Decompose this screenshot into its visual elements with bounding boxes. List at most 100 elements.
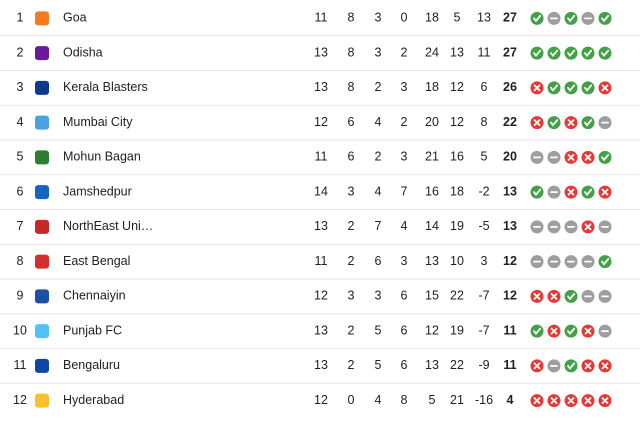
- form-glyph: [533, 119, 541, 127]
- form-glyph: [533, 397, 541, 405]
- stat: 12: [425, 323, 439, 337]
- form-result: [564, 116, 578, 130]
- stat: 3: [401, 150, 408, 164]
- form-result: [547, 255, 561, 269]
- stat: 11: [315, 150, 328, 164]
- form-glyph: [567, 49, 576, 58]
- team-logo: [35, 115, 49, 130]
- points: 13: [503, 219, 517, 233]
- rank: 9: [17, 289, 24, 303]
- rank: 3: [17, 80, 24, 94]
- form-result: [564, 185, 578, 199]
- form-glyph: [567, 292, 576, 301]
- form-result: [581, 359, 595, 373]
- form-glyph: [584, 153, 592, 161]
- team-logo: [35, 11, 49, 26]
- form-glyph: [533, 292, 541, 300]
- stat: -9: [478, 358, 489, 372]
- points: 27: [503, 45, 517, 59]
- stat: 3: [481, 254, 488, 268]
- form-glyph: [584, 223, 592, 231]
- form-result: [581, 81, 595, 95]
- form-result: [581, 324, 595, 338]
- stat: 13: [425, 254, 439, 268]
- team-name: Bengaluru: [63, 358, 120, 372]
- form-glyph: [601, 153, 610, 162]
- form-glyph: [550, 84, 559, 92]
- form-result: [564, 359, 578, 373]
- form-glyph: [533, 327, 542, 336]
- stat: 20: [425, 115, 439, 129]
- form-result: [581, 394, 595, 408]
- form-glyph: [601, 397, 609, 405]
- form-glyph: [601, 14, 610, 23]
- stat: 12: [314, 115, 328, 129]
- form-result: [581, 11, 595, 25]
- rank: 12: [13, 393, 27, 407]
- team-logo: [35, 150, 49, 165]
- stat: 2: [375, 150, 382, 164]
- stat: 5: [375, 323, 382, 337]
- form-result: [598, 81, 612, 95]
- stat: 22: [450, 358, 464, 372]
- rank: 2: [17, 45, 24, 59]
- form-result: [547, 81, 561, 95]
- form-glyph: [584, 362, 592, 370]
- team-name: Odisha: [63, 45, 103, 59]
- stat: 3: [375, 45, 382, 59]
- rank: 7: [17, 219, 24, 233]
- form-glyph: [584, 84, 593, 92]
- form-result: [598, 11, 612, 25]
- form-result: [564, 150, 578, 164]
- form-result: [564, 289, 578, 303]
- points: 22: [503, 115, 517, 129]
- form-result: [547, 116, 561, 130]
- form-glyph: [584, 49, 593, 58]
- form-result: [547, 394, 561, 408]
- team-logo: [35, 393, 49, 408]
- stat: 3: [401, 254, 408, 268]
- form-result: [530, 116, 544, 130]
- stat: 21: [450, 393, 464, 407]
- form-result: [581, 150, 595, 164]
- stat: 5: [481, 150, 488, 164]
- stat: 16: [450, 150, 464, 164]
- stat: 13: [314, 80, 328, 94]
- form-result: [547, 150, 561, 164]
- stat: -7: [478, 289, 489, 303]
- stat: 12: [314, 289, 328, 303]
- stat: 3: [375, 11, 382, 25]
- form-result: [530, 150, 544, 164]
- form-result: [581, 255, 595, 269]
- stat: 13: [425, 358, 439, 372]
- stat: 4: [375, 115, 382, 129]
- team-name: NorthEast Uni…: [63, 219, 153, 233]
- rank: 11: [14, 358, 27, 372]
- stat: 2: [401, 45, 408, 59]
- form-result: [530, 46, 544, 60]
- form-glyph: [567, 14, 576, 23]
- stat: 2: [348, 358, 355, 372]
- stat: 14: [314, 184, 328, 198]
- form-glyph: [601, 84, 609, 92]
- stat: 13: [450, 45, 464, 59]
- stat: 13: [477, 11, 491, 25]
- stat: 2: [401, 115, 408, 129]
- stat: 3: [348, 289, 355, 303]
- points: 12: [503, 289, 517, 303]
- stat: 12: [314, 393, 328, 407]
- form-result: [530, 359, 544, 373]
- form-result: [564, 11, 578, 25]
- stat: 5: [454, 11, 461, 25]
- form-result: [598, 185, 612, 199]
- form-glyph: [533, 188, 542, 197]
- form-glyph: [567, 153, 575, 161]
- team-name: Mohun Bagan: [63, 150, 141, 164]
- form-glyph: [601, 49, 610, 58]
- stat: 11: [315, 254, 328, 268]
- form-result: [547, 324, 561, 338]
- form-result: [598, 359, 612, 373]
- team-logo: [35, 324, 49, 339]
- form-glyph: [567, 84, 576, 92]
